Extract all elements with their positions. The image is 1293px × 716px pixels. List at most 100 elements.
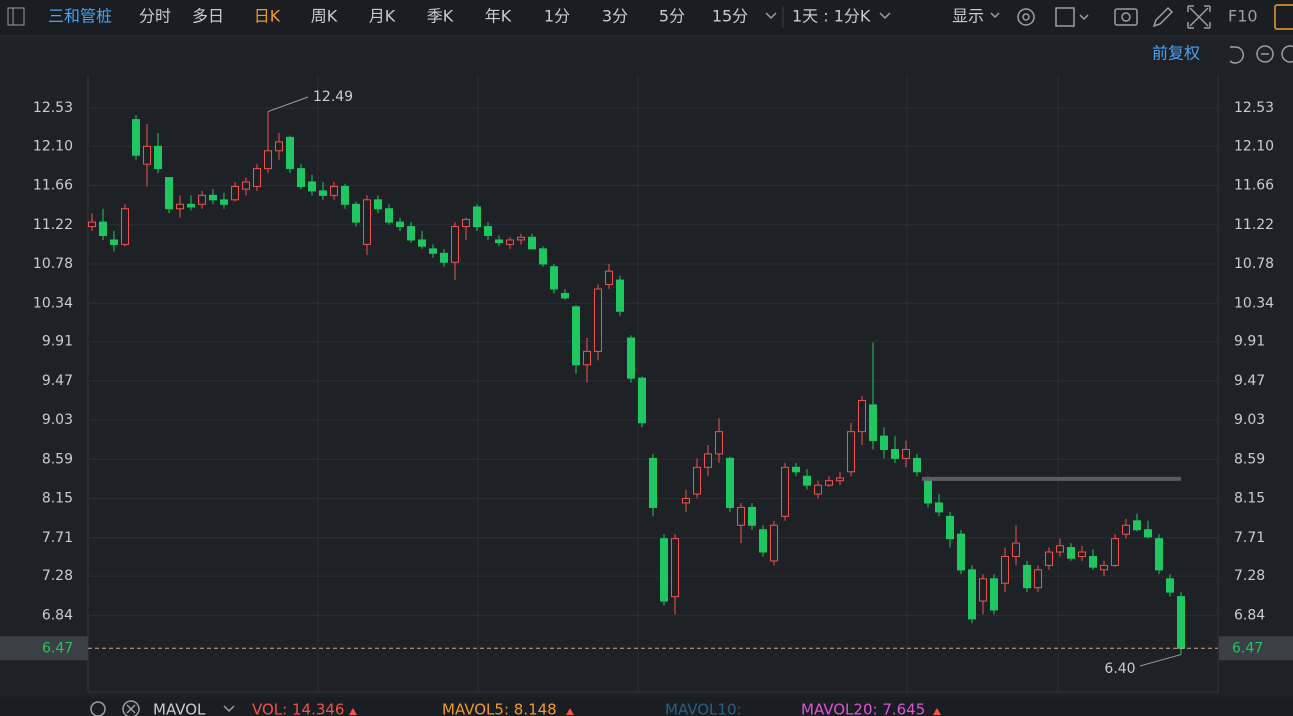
- multi-period[interactable]: 1天 : 1分K: [792, 7, 871, 26]
- y-tick-label-right: 9.47: [1234, 373, 1265, 389]
- fullscreen-icon[interactable]: [1187, 5, 1211, 29]
- candles: [88, 111, 1185, 655]
- y-tick-label: 11.66: [33, 178, 73, 194]
- display-menu[interactable]: 显示: [952, 7, 984, 26]
- period-tab[interactable]: 分时: [139, 7, 171, 26]
- multi-period-chevron[interactable]: [879, 12, 891, 20]
- period-tab[interactable]: 5分: [659, 7, 685, 26]
- candle-body: [583, 350, 591, 366]
- candle-body: [242, 181, 250, 190]
- period-tab[interactable]: 3分: [602, 7, 628, 26]
- candle-body: [825, 480, 833, 486]
- candle-body: [847, 431, 855, 473]
- candle-body: [407, 226, 415, 241]
- candle-body: [836, 477, 844, 482]
- candle-body: [1122, 524, 1130, 535]
- y-tick-label: 8.59: [42, 451, 73, 467]
- color-box-icon[interactable]: [1055, 7, 1075, 27]
- candle-body: [297, 168, 305, 187]
- camera-icon[interactable]: [1114, 8, 1138, 26]
- camera-lens: [1121, 12, 1131, 22]
- candle-body: [1034, 569, 1042, 589]
- period-tab[interactable]: 周K: [311, 7, 338, 26]
- candle-body: [198, 194, 206, 205]
- adjust-mode[interactable]: 前复权: [1152, 44, 1200, 63]
- candle-body: [231, 185, 239, 201]
- indicator-settings-icon[interactable]: [90, 701, 106, 716]
- y-tick-label-right: 9.91: [1234, 334, 1265, 350]
- candle-body: [946, 515, 954, 540]
- period-tab[interactable]: 季K: [427, 7, 454, 26]
- zoom-out-icon[interactable]: [1256, 45, 1274, 63]
- period-tab[interactable]: 月K: [369, 7, 396, 26]
- zoom-in-icon[interactable]: [1281, 45, 1293, 63]
- indicator-name[interactable]: MAVOL: [153, 701, 206, 716]
- candle-body: [660, 538, 668, 602]
- candle-body: [330, 185, 338, 196]
- toolbar-bg: [0, 0, 1293, 36]
- indicator-chevron[interactable]: [223, 705, 235, 713]
- period-tab[interactable]: 15分: [712, 7, 748, 26]
- reset-icon[interactable]: [1229, 46, 1244, 64]
- side-panel-button[interactable]: [1274, 4, 1293, 30]
- candle-body: [1100, 564, 1108, 571]
- color-box-chevron[interactable]: [1079, 14, 1089, 21]
- candle-body: [726, 457, 734, 508]
- candle-body: [341, 185, 349, 205]
- candle-body: [814, 484, 822, 495]
- candle-body: [990, 578, 998, 611]
- candle-body: [1056, 545, 1064, 553]
- settings-icon-core: [1022, 13, 1030, 21]
- candle-body: [374, 199, 382, 210]
- mavol10-label: MAVOL10:: [665, 701, 742, 716]
- y-tick-label-right: 8.15: [1234, 491, 1265, 507]
- high-annotation-leader: [267, 96, 309, 113]
- period-tab[interactable]: 多日: [192, 7, 224, 26]
- candle-body: [418, 239, 426, 247]
- y-tick-label: 6.84: [42, 607, 73, 623]
- mavol5-value: MAVOL5: 8.148: [442, 701, 557, 716]
- period-tab[interactable]: 年K: [485, 7, 512, 26]
- candle-body: [154, 145, 162, 170]
- settings-icon[interactable]: [1017, 8, 1035, 26]
- period-tabs: 分时 多日 日K 周K 月K 季K 年K 1分 3分 5分 15分: [139, 7, 748, 26]
- candle-body: [484, 226, 492, 236]
- draw-icon[interactable]: [1152, 6, 1174, 28]
- period-tab[interactable]: 1分: [544, 7, 570, 26]
- candle-body: [1001, 555, 1009, 584]
- candle-body: [891, 448, 899, 459]
- candle-body: [165, 177, 173, 210]
- y-tick-label: 10.34: [33, 295, 73, 311]
- candle-body: [209, 194, 217, 201]
- candle-body: [88, 221, 96, 228]
- candle-body: [495, 239, 503, 244]
- candle-body: [396, 221, 404, 228]
- candle-body: [1023, 564, 1031, 589]
- period-tab[interactable]: 日K: [254, 7, 281, 26]
- candle-body: [902, 448, 910, 459]
- candle-body: [286, 136, 294, 170]
- candle-body: [957, 533, 965, 571]
- y-tick-label-right: 6.84: [1234, 607, 1265, 623]
- indicator-close-icon[interactable]: [122, 700, 140, 716]
- panel-toggle-icon[interactable]: [7, 7, 25, 26]
- candle-body: [572, 306, 580, 366]
- candle-body: [429, 248, 437, 254]
- y-tick-label-right: 8.59: [1234, 451, 1265, 467]
- candle-body: [671, 538, 679, 598]
- candle-body: [550, 266, 558, 290]
- candle-body: [781, 466, 789, 517]
- f10-button[interactable]: F10: [1228, 7, 1258, 26]
- candle-body: [803, 475, 811, 486]
- candle-body: [1177, 596, 1185, 649]
- mavol20-value: MAVOL20: 7.645: [801, 701, 925, 716]
- candle-body: [352, 203, 360, 223]
- candle-body: [649, 457, 657, 508]
- display-chevron[interactable]: [990, 12, 1000, 19]
- candle-body: [143, 145, 151, 165]
- candle-body: [561, 292, 569, 299]
- candle-body: [539, 248, 547, 265]
- stock-name[interactable]: 三和管桩: [48, 7, 112, 26]
- period-more-icon[interactable]: [765, 12, 777, 20]
